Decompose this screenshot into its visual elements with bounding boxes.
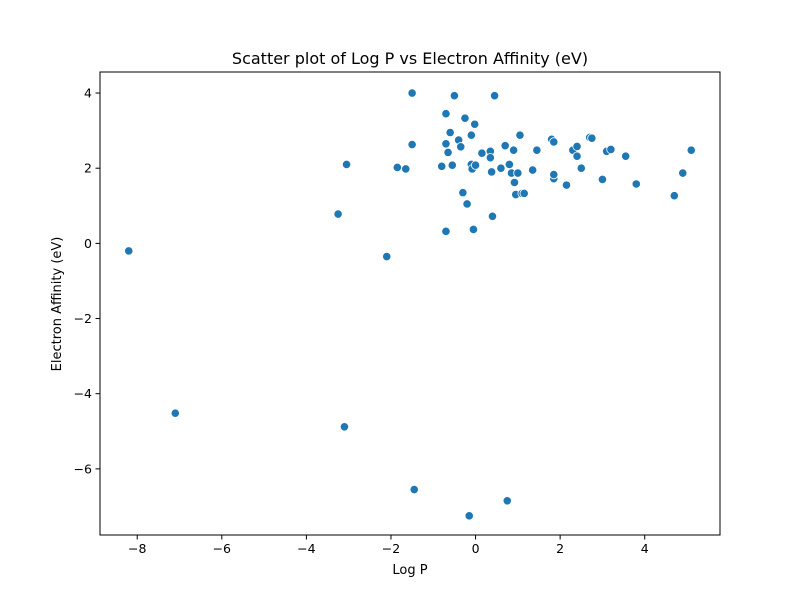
scatter-point <box>401 164 411 174</box>
scatter-point <box>447 160 457 170</box>
scatter-point <box>445 127 455 138</box>
scatter-point <box>597 174 608 185</box>
plot-frame <box>99 71 721 536</box>
scatter-point <box>513 168 523 178</box>
scatter-point <box>333 209 343 219</box>
scatter-point <box>572 151 582 161</box>
scatter-point <box>441 139 451 149</box>
scatter-point <box>496 163 506 173</box>
scatter-point <box>470 119 480 129</box>
scatter-point <box>382 251 392 262</box>
scatter-point <box>462 199 472 209</box>
scatter-point <box>561 180 572 190</box>
scatter-point <box>468 224 479 235</box>
scatter-point <box>460 113 470 123</box>
scatter-point <box>515 130 525 140</box>
scatter-point <box>466 130 476 140</box>
scatter-point <box>606 144 616 155</box>
scatter-point <box>437 161 447 171</box>
scatter-point <box>509 177 520 188</box>
scatter-point <box>456 142 466 152</box>
x-tick-label: 4 <box>641 541 649 556</box>
scatter-point <box>669 191 679 201</box>
x-tick-label: 2 <box>556 541 564 556</box>
scatter-point <box>392 162 402 173</box>
scatter-point <box>441 109 451 119</box>
y-tick-label: −2 <box>74 311 92 326</box>
scatter-point <box>519 188 529 198</box>
x-tick-label: −8 <box>128 541 146 556</box>
scatter-point <box>576 163 586 173</box>
scatter-point <box>487 211 498 221</box>
scatter-point <box>528 165 538 175</box>
scatter-point <box>477 148 487 158</box>
scatter-point <box>443 147 453 158</box>
scatter-point <box>339 422 350 432</box>
scatter-point <box>464 511 474 521</box>
x-axis-label: Log P <box>392 563 427 578</box>
y-tick-label: 4 <box>84 86 92 101</box>
chart-title: Scatter plot of Log P vs Electron Affini… <box>232 49 588 68</box>
scatter-point <box>686 145 696 155</box>
scatter-point <box>532 145 542 155</box>
x-axis-ticks: −8 −6 −4 −2 0 2 4 <box>128 535 649 556</box>
x-tick-label: −6 <box>213 541 231 556</box>
x-tick-label: −4 <box>297 541 315 556</box>
scatter-point <box>470 160 481 170</box>
scatter-point <box>441 226 451 236</box>
scatter-point <box>449 91 460 101</box>
scatter-point <box>407 88 417 98</box>
scatter-point <box>407 139 417 150</box>
scatter-point <box>587 133 597 143</box>
scatter-point <box>124 246 134 256</box>
scatter-point <box>170 408 180 418</box>
scatter-point <box>504 159 514 170</box>
scatter-point <box>572 141 582 152</box>
scatter-point <box>485 153 495 163</box>
scatter-point <box>549 169 559 180</box>
scatter-point <box>458 188 468 198</box>
scatter-point <box>489 91 500 101</box>
scatter-point <box>549 137 559 147</box>
y-tick-label: 0 <box>84 236 92 251</box>
y-axis-ticks: −6 −4 −2 0 2 4 <box>74 86 100 476</box>
y-axis-label: Electron Affinity (eV) <box>50 237 65 372</box>
y-tick-label: −6 <box>74 461 92 476</box>
y-tick-label: −4 <box>74 386 92 401</box>
scatter-point <box>341 159 352 170</box>
plot-marks <box>124 88 696 521</box>
scatter-point <box>502 496 512 506</box>
y-tick-label: 2 <box>84 161 92 176</box>
scatter-point <box>621 151 631 161</box>
scatter-point <box>631 179 641 189</box>
scatter-point <box>678 168 688 178</box>
x-tick-label: −2 <box>382 541 400 556</box>
scatter-point <box>509 145 519 155</box>
scatter-point <box>409 484 419 495</box>
x-tick-label: 0 <box>472 541 480 556</box>
scatter-point <box>500 141 510 151</box>
scatter-point <box>487 167 497 177</box>
